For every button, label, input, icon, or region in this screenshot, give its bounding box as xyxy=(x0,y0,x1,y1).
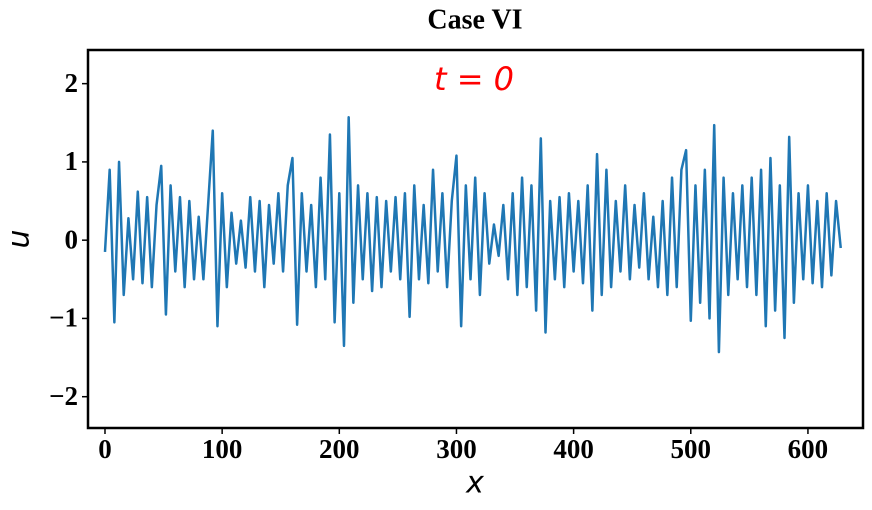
x-tick-label: 100 xyxy=(202,434,243,464)
y-tick-label: −2 xyxy=(49,381,78,411)
plot-area xyxy=(103,116,842,354)
data-line xyxy=(103,116,842,354)
x-tick-label: 500 xyxy=(671,434,712,464)
annotation: t = 0 xyxy=(434,60,514,98)
x-tick-label: 600 xyxy=(788,434,829,464)
x-tick-label: 200 xyxy=(319,434,360,464)
y-tick-label: 0 xyxy=(65,224,79,254)
y-tick-label: 1 xyxy=(65,146,79,176)
x-tick-label: 400 xyxy=(553,434,594,464)
x-tick-label: 300 xyxy=(436,434,477,464)
y-tick-label: 2 xyxy=(65,68,79,98)
x-tick-label: 0 xyxy=(98,434,112,464)
y-axis-label: u xyxy=(2,229,37,248)
plot-frame xyxy=(86,48,865,430)
x-axis-label: x xyxy=(465,466,484,501)
chart-title: Case VI xyxy=(427,4,522,35)
y-tick-label: −1 xyxy=(49,303,78,333)
